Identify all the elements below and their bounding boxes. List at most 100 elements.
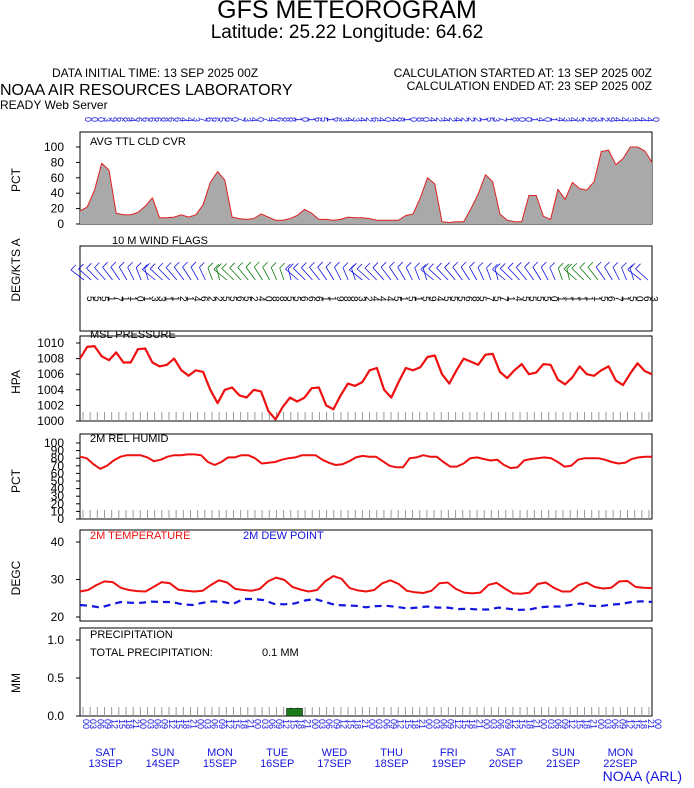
- wind-barb-flag: [557, 262, 564, 269]
- wind-speed-label: 4: [434, 296, 445, 302]
- wind-barb: [110, 266, 121, 281]
- wind-speed-label: 8: [270, 296, 281, 302]
- cloud-top-label: 4: [389, 117, 399, 122]
- day-date: 17SEP: [317, 758, 351, 770]
- cloud-top-label: 4: [377, 117, 387, 122]
- cloud-top-label: 6: [313, 117, 323, 122]
- wind-barb-flag: [135, 262, 142, 268]
- hour-label: 12: [338, 719, 348, 729]
- cloud-top-label: 4: [638, 117, 648, 122]
- wind-barb-flag: [102, 261, 108, 268]
- hour-label: 00: [653, 719, 663, 729]
- cloud-top-label: 6: [147, 117, 157, 122]
- wind-barb-flag: [444, 262, 450, 268]
- rh-ylabel: PCT: [9, 468, 23, 493]
- wind-barb-flag: [499, 263, 506, 269]
- dewpoint-line: [79, 597, 653, 612]
- wind-barb: [342, 267, 349, 281]
- wind-speed-label: 5: [534, 296, 545, 302]
- wind-barb-flag: [486, 262, 492, 269]
- wind-barb: [199, 267, 206, 281]
- rh-ytick-label: 70: [51, 459, 65, 473]
- wind-barb: [334, 267, 342, 281]
- wind-barb-flag: [356, 263, 363, 270]
- hour-label: 06: [439, 719, 449, 729]
- cloud-top-label: 3: [594, 117, 604, 122]
- hour-label: 21: [131, 719, 141, 729]
- wind-barb-flag: [428, 263, 434, 269]
- hour-label: 21: [646, 719, 656, 729]
- cloud-top-label: 0: [421, 117, 431, 122]
- wind-barb-flag: [627, 264, 634, 270]
- wind-barb-flag: [288, 263, 294, 270]
- wind-barb-flag: [635, 263, 641, 270]
- calculation-ended: CALCULATION ENDED AT: 23 SEP 2025 00Z: [406, 79, 652, 93]
- cloud-top-label: 1: [549, 117, 559, 122]
- wind-barb: [612, 267, 620, 281]
- wind-speed-label: 5: [98, 296, 109, 302]
- cloud-top-label: 6: [332, 117, 342, 122]
- cloud-top-label: 4: [357, 117, 367, 122]
- hour-label: 15: [403, 719, 413, 729]
- wind-barb: [444, 267, 456, 281]
- wind-barb-flag: [229, 262, 235, 269]
- hour-label: 15: [574, 719, 584, 729]
- wind-speed-label: 6: [312, 296, 323, 302]
- hour-label: 09: [503, 719, 513, 729]
- cloud-top-label: 4: [428, 117, 438, 122]
- wind-barb-flag: [199, 262, 205, 268]
- wind-barb-flag: [317, 261, 323, 268]
- rh-ytick-label: 40: [51, 482, 65, 496]
- hour-label: 15: [346, 719, 356, 729]
- wind-speed-label: 2: [213, 296, 224, 302]
- wind-barb-flag: [380, 261, 387, 268]
- wind-barb-flag: [110, 261, 117, 268]
- cloud-top-label: 3: [625, 117, 635, 122]
- wind-speed-label: 5: [405, 296, 416, 302]
- cloud-top-label: 0: [89, 117, 99, 122]
- wind-barb: [422, 268, 428, 281]
- wind-barb-flag: [78, 263, 84, 270]
- wind-barb: [245, 266, 256, 281]
- hour-label: 12: [510, 719, 520, 729]
- cloud-top-label: 6: [172, 117, 182, 122]
- cloud-top-label: 4: [185, 117, 195, 122]
- wind-barb: [135, 267, 142, 281]
- wind-barb: [477, 267, 485, 281]
- day-name: FRI: [440, 747, 458, 759]
- wind-barb-flag: [604, 261, 610, 268]
- precip-ytick-label: 1.0: [47, 633, 64, 647]
- wind-barb: [635, 268, 649, 281]
- hour-label: 21: [188, 719, 198, 729]
- cloud-top-label: 1: [479, 117, 489, 122]
- wind-speed-label: 5: [527, 296, 538, 302]
- wind-barb-flag: [86, 262, 92, 269]
- wind-barb: [452, 266, 463, 281]
- wind-speed-label: 1: [163, 296, 174, 302]
- wind-barb: [629, 268, 635, 281]
- wind-barb-flag: [237, 262, 244, 268]
- rh-ytick-label: 50: [51, 474, 65, 488]
- wind-speed-label: 9: [427, 296, 438, 302]
- cloud-top-label: 0: [523, 117, 533, 122]
- hour-label: 12: [396, 719, 406, 729]
- wind-barb-flag: [492, 263, 498, 270]
- pressure-ytick-label: 1006: [37, 367, 64, 381]
- wind-speed-label: 5: [291, 296, 302, 302]
- cloud-top-label: 3: [102, 117, 112, 122]
- wind-speed-label: 5: [91, 296, 102, 302]
- wind-barb-flag: [460, 261, 467, 268]
- wind-barb-flag: [342, 262, 349, 268]
- wind-barb: [499, 268, 513, 281]
- cloud-top-label: 3: [351, 117, 361, 122]
- cloud-area: [80, 147, 652, 224]
- wind-barb: [270, 267, 278, 281]
- wind-speed-label: 5: [519, 296, 530, 302]
- hour-label: 03: [203, 719, 213, 729]
- hour-label: 03: [317, 719, 327, 729]
- hour-label: 18: [353, 719, 363, 729]
- cloud-top-label: 2: [600, 117, 610, 122]
- wind-barb: [420, 269, 435, 281]
- wind-barb-flag: [325, 261, 332, 268]
